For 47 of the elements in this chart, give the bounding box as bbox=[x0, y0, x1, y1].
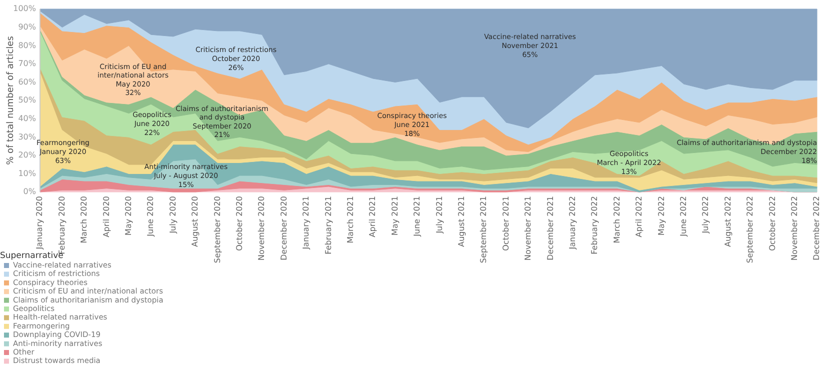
y-tick-label: 70% bbox=[18, 59, 36, 68]
y-tick-label: 100% bbox=[13, 4, 36, 14]
y-tick-label: 90% bbox=[18, 22, 36, 32]
x-tick-label: January 2020 bbox=[35, 196, 44, 250]
x-tick-label: March 2021 bbox=[346, 196, 355, 244]
y-tick-label: 30% bbox=[18, 132, 36, 142]
x-tick-label: June 2021 bbox=[412, 196, 422, 238]
x-tick-label: February 2022 bbox=[590, 196, 600, 254]
x-tick-label: September 2021 bbox=[479, 196, 488, 264]
x-tick-label: February 2021 bbox=[324, 196, 333, 254]
x-tick-label: April 2022 bbox=[634, 196, 644, 238]
x-tick-label: August 2022 bbox=[723, 196, 732, 247]
x-tick-label: December 2020 bbox=[279, 196, 288, 260]
y-tick-label: 60% bbox=[18, 77, 36, 86]
x-tick-label: August 2021 bbox=[456, 196, 466, 247]
x-tick-label: July 2022 bbox=[701, 196, 710, 234]
x-tick-label: January 2021 bbox=[302, 196, 311, 250]
y-tick-label: 40% bbox=[18, 114, 36, 123]
y-tick-label: 50% bbox=[18, 96, 36, 105]
x-tick-label: October 2022 bbox=[768, 196, 777, 251]
x-tick-label: May 2022 bbox=[656, 196, 666, 236]
x-tick-label: April 2021 bbox=[368, 196, 378, 238]
x-tick-label: May 2020 bbox=[124, 196, 133, 236]
y-tick-label: 20% bbox=[18, 150, 36, 160]
x-tick-label: June 2020 bbox=[146, 196, 156, 238]
x-tick-label: March 2020 bbox=[80, 196, 89, 244]
x-tick-label: October 2020 bbox=[234, 196, 244, 251]
x-tick-label: December 2022 bbox=[812, 196, 822, 260]
x-tick-label: December 2021 bbox=[546, 196, 555, 260]
x-tick-label: November 2020 bbox=[257, 196, 266, 261]
x-tick-label: May 2021 bbox=[390, 196, 400, 236]
y-tick-label: 0% bbox=[23, 187, 36, 196]
x-tick-label: September 2022 bbox=[746, 196, 755, 264]
x-tick-label: November 2022 bbox=[790, 196, 799, 261]
x-tick-label: January 2022 bbox=[568, 196, 577, 250]
y-axis-title: % of total number of articles bbox=[6, 36, 16, 165]
y-tick-label: 10% bbox=[18, 168, 36, 178]
x-tick-label: July 2020 bbox=[168, 196, 178, 234]
y-tick-label: 80% bbox=[18, 40, 36, 50]
x-tick-label: June 2022 bbox=[678, 196, 688, 238]
x-tick-label: July 2021 bbox=[434, 196, 444, 234]
x-tick-label: September 2020 bbox=[212, 196, 222, 264]
x-tick-label: October 2021 bbox=[501, 196, 510, 251]
x-tick-label: April 2020 bbox=[102, 196, 111, 238]
x-tick-label: November 2021 bbox=[524, 196, 533, 261]
x-tick-label: August 2020 bbox=[190, 196, 200, 247]
x-tick-label: March 2022 bbox=[612, 196, 622, 244]
